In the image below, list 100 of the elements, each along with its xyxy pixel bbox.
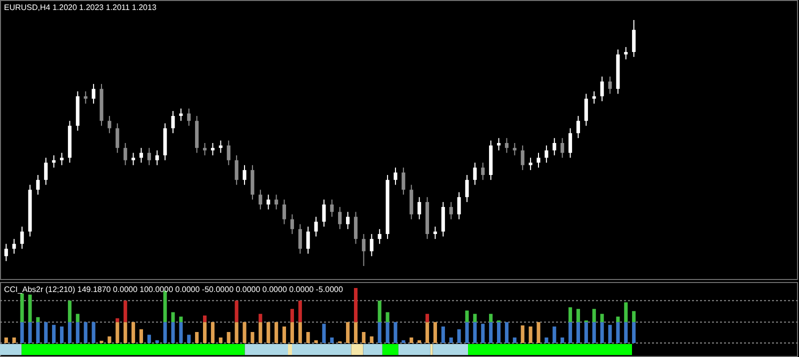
candlestick: [496, 138, 501, 151]
bar: [171, 312, 175, 322]
bar: [512, 338, 516, 343]
bar: [576, 322, 580, 343]
bar: [528, 326, 532, 343]
bar: [68, 322, 72, 343]
candlestick: [258, 189, 262, 210]
bar: [481, 324, 485, 343]
bar: [131, 322, 136, 343]
bar: [616, 316, 620, 322]
bar: [504, 322, 509, 343]
bar: [274, 322, 278, 343]
bar: [116, 322, 120, 343]
candlestick: [576, 115, 580, 139]
bar: [76, 322, 80, 343]
candlestick: [378, 228, 382, 244]
candlestick: [20, 226, 24, 250]
bar: [282, 326, 286, 343]
bar: [139, 329, 144, 343]
candlestick: [584, 93, 588, 126]
bar: [266, 322, 270, 343]
bar: [592, 308, 596, 322]
candlestick: [147, 147, 151, 166]
candlestick: [330, 199, 334, 218]
candlestick: [274, 194, 278, 210]
bar: [258, 314, 262, 322]
bar: [600, 322, 604, 343]
candlestick: [108, 115, 112, 134]
candlestick: [354, 211, 358, 244]
candlestick: [370, 234, 374, 257]
candlestick: [52, 154, 56, 168]
bar: [378, 322, 382, 343]
candlestick: [520, 144, 524, 171]
bar: [163, 290, 167, 322]
bar: [632, 311, 636, 322]
bar: [386, 312, 390, 322]
candlestick: [92, 83, 96, 104]
bar: [28, 322, 32, 343]
candlestick: [139, 147, 144, 164]
bar: [306, 332, 310, 343]
bar: [473, 322, 477, 343]
bar: [496, 322, 501, 343]
bar: [378, 300, 382, 322]
bar: [536, 322, 540, 343]
bar: [12, 338, 16, 343]
bar: [552, 326, 556, 343]
candlestick: [234, 154, 238, 186]
bar: [147, 334, 151, 343]
bar: [298, 322, 302, 343]
candlestick: [512, 142, 516, 156]
bar: [187, 334, 191, 343]
candlestick: [536, 152, 540, 168]
candlestick: [394, 167, 398, 186]
bar: [84, 322, 88, 343]
bar: [425, 314, 430, 322]
bar: [632, 322, 636, 343]
bar: [560, 338, 564, 343]
bar: [402, 340, 406, 343]
bar: [290, 308, 294, 322]
candlestick: [171, 110, 175, 134]
candlestick: [504, 138, 509, 154]
bar: [624, 322, 628, 343]
candlestick: [338, 206, 342, 230]
candlestick: [314, 216, 318, 237]
bar: [258, 322, 262, 343]
candlestick: [402, 167, 406, 196]
bar: [449, 338, 453, 343]
candlestick: [44, 157, 48, 186]
bar: [433, 322, 437, 343]
candlestick: [449, 202, 453, 220]
bar: [314, 340, 318, 343]
candlestick: [203, 142, 207, 156]
candlestick: [298, 224, 302, 254]
candlestick: [433, 226, 437, 240]
bar: [52, 324, 56, 343]
bar: [370, 336, 374, 343]
candlestick: [36, 174, 40, 196]
candlestick: [179, 108, 183, 122]
bar: [608, 324, 612, 343]
bar: [394, 322, 398, 343]
candlestick: [210, 142, 215, 156]
bar: [616, 322, 620, 343]
candlestick: [457, 192, 461, 220]
candlestick: [282, 199, 286, 225]
bar: [124, 322, 128, 343]
bar: [330, 338, 334, 343]
bar: [234, 300, 238, 322]
bar: [203, 322, 207, 343]
bar: [489, 322, 493, 343]
candlestick: [306, 226, 310, 254]
candlestick: [12, 238, 16, 254]
bar: [124, 300, 128, 322]
bar: [298, 300, 302, 322]
bar: [600, 314, 604, 322]
candlestick: [568, 128, 572, 158]
candlestick: [632, 20, 636, 58]
bar: [163, 322, 167, 343]
candlestick: [544, 144, 548, 164]
bar: [592, 322, 596, 343]
bar: [92, 322, 96, 343]
